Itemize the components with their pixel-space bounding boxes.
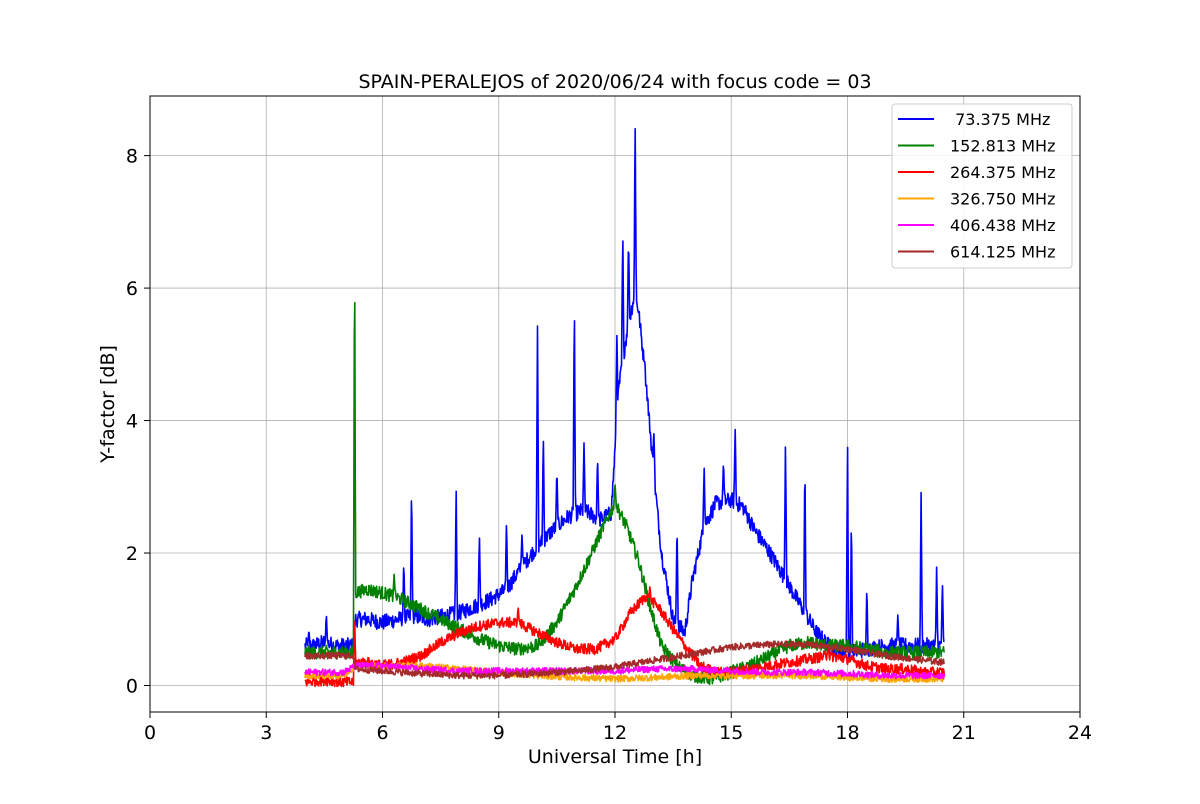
y-tick-label: 2 [126, 543, 138, 565]
legend-label: 73.375 MHz [950, 110, 1050, 129]
x-tick-label: 15 [719, 722, 743, 744]
x-tick-label: 18 [835, 722, 859, 744]
x-tick-label: 21 [952, 722, 976, 744]
series-line-4 [304, 661, 946, 684]
legend: 73.375 MHz 152.813 MHz 264.375 MHz 326.750 … [891, 103, 1073, 269]
x-axis-label: Universal Time [h] [528, 746, 702, 768]
x-tick-label: 24 [1068, 722, 1092, 744]
series-line-3 [304, 586, 946, 688]
series-layer [304, 127, 946, 688]
legend-label: 406.438 MHz [950, 216, 1055, 235]
y-axis-label: Y-factor [dB] [97, 345, 119, 464]
legend-label: 614.125 MHz [950, 243, 1055, 262]
y-tick-label: 8 [126, 146, 138, 168]
series-line-2 [304, 301, 946, 686]
x-tick-label: 12 [603, 722, 627, 744]
series-line-6 [304, 640, 946, 680]
y-tick-label: 4 [126, 411, 138, 433]
x-tick-label: 6 [376, 722, 388, 744]
x-tick-label: 9 [493, 722, 505, 744]
x-tick-label: 3 [260, 722, 272, 744]
legend-label: 264.375 MHz [950, 163, 1055, 182]
y-tick-label: 0 [126, 676, 138, 698]
legend-box [891, 103, 1073, 269]
legend-label: 326.750 MHz [950, 190, 1055, 209]
chart-title: SPAIN-PERALEJOS of 2020/06/24 with focus… [358, 71, 871, 93]
x-tick-label: 0 [144, 722, 156, 744]
series-line-5 [304, 661, 946, 680]
legend-label: 152.813 MHz [950, 137, 1055, 156]
y-tick-label: 6 [126, 278, 138, 300]
